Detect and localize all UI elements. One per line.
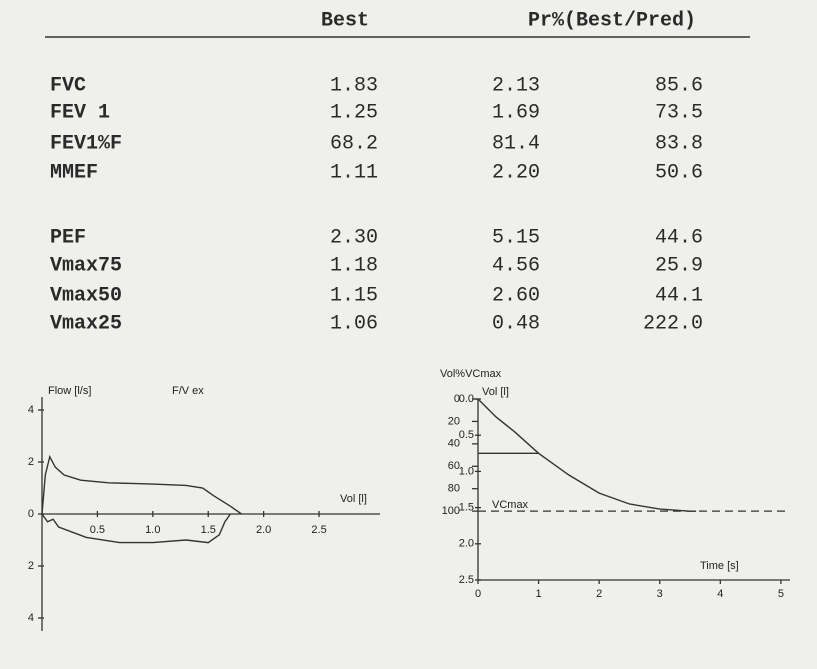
column-header: Best: [321, 9, 369, 32]
cell-value: 4.56: [492, 254, 540, 277]
cell-value: 1.69: [492, 101, 540, 124]
pct-tick-label: 40: [448, 438, 460, 450]
y-tick-label: 4: [28, 612, 34, 624]
x-tick-label: 2.0: [256, 524, 271, 536]
x-tick-label: 5: [778, 588, 784, 600]
cell-value: 2.20: [492, 161, 540, 184]
vol-tick-label: 2.0: [459, 538, 474, 550]
pct-tick-label: 100: [442, 505, 460, 517]
pct-tick-label: 20: [448, 415, 460, 427]
flow-curve: [41, 513, 231, 544]
x-tick-label: 0.5: [90, 524, 105, 536]
cell-value: 1.18: [330, 254, 378, 277]
cell-value: 5.15: [492, 226, 540, 249]
cell-value: 1.83: [330, 74, 378, 97]
y-tick-label: 2: [28, 456, 34, 468]
vol-tick-label: 0.5: [459, 429, 474, 441]
x-tick-label: 2: [596, 588, 602, 600]
cell-value: 44.1: [655, 284, 703, 307]
row-label: FEV 1: [50, 101, 110, 124]
cell-value: 1.25: [330, 101, 378, 124]
pct-axis-label: Vol%VCmax: [440, 368, 502, 380]
vol-tick-label: 0.0: [459, 393, 474, 405]
cell-value: 2.30: [330, 226, 378, 249]
x-axis-label: Time [s]: [700, 560, 739, 572]
row-label: Vmax75: [50, 254, 122, 277]
cell-value: 2.60: [492, 284, 540, 307]
cell-value: 1.06: [330, 312, 378, 335]
cell-value: 83.8: [655, 132, 703, 155]
row-label: PEF: [50, 226, 86, 249]
flow-curve: [41, 454, 242, 515]
cell-value: 0.48: [492, 312, 540, 335]
cell-value: 85.6: [655, 74, 703, 97]
vol-tick-label: 2.5: [459, 574, 474, 586]
pct-tick-label: 80: [448, 483, 460, 495]
x-axis-label: Vol [l]: [340, 493, 367, 505]
cell-value: 68.2: [330, 132, 378, 155]
row-label: FEV1%F: [50, 132, 122, 155]
row-label: Vmax50: [50, 284, 122, 307]
volume-curve: [477, 398, 697, 512]
row-label: MMEF: [50, 161, 98, 184]
x-tick-label: 0: [475, 588, 481, 600]
pct-tick-label: 60: [448, 460, 460, 472]
x-tick-label: 1.0: [145, 524, 160, 536]
row-label: FVC: [50, 74, 86, 97]
cell-value: 1.11: [330, 161, 378, 184]
cell-value: 222.0: [643, 312, 703, 335]
x-tick-label: 1.5: [201, 524, 216, 536]
cell-value: 81.4: [492, 132, 540, 155]
cell-value: 25.9: [655, 254, 703, 277]
cell-value: 1.15: [330, 284, 378, 307]
cell-value: 44.6: [655, 226, 703, 249]
x-tick-label: 3: [657, 588, 663, 600]
chart-title: F/V ex: [172, 385, 204, 397]
x-tick-label: 4: [717, 588, 723, 600]
cell-value: 2.13: [492, 74, 540, 97]
row-label: Vmax25: [50, 312, 122, 335]
y-axis-label: Flow [l/s]: [48, 385, 91, 397]
vol-axis-label: Vol [l]: [482, 386, 509, 398]
column-header: Pr%(Best/Pred): [528, 9, 696, 32]
vcmax-label: VCmax: [492, 499, 529, 511]
x-tick-label: 1: [536, 588, 542, 600]
cell-value: 73.5: [655, 101, 703, 124]
y-tick-label: 2: [28, 560, 34, 572]
y-tick-label: 0: [28, 508, 34, 520]
vol-tick-label: 1.5: [459, 502, 474, 514]
vol-tick-label: 1.0: [459, 465, 474, 477]
x-tick-label: 2.5: [311, 524, 326, 536]
y-tick-label: 4: [28, 404, 34, 416]
pct-tick-label: 0: [454, 393, 460, 405]
cell-value: 50.6: [655, 161, 703, 184]
